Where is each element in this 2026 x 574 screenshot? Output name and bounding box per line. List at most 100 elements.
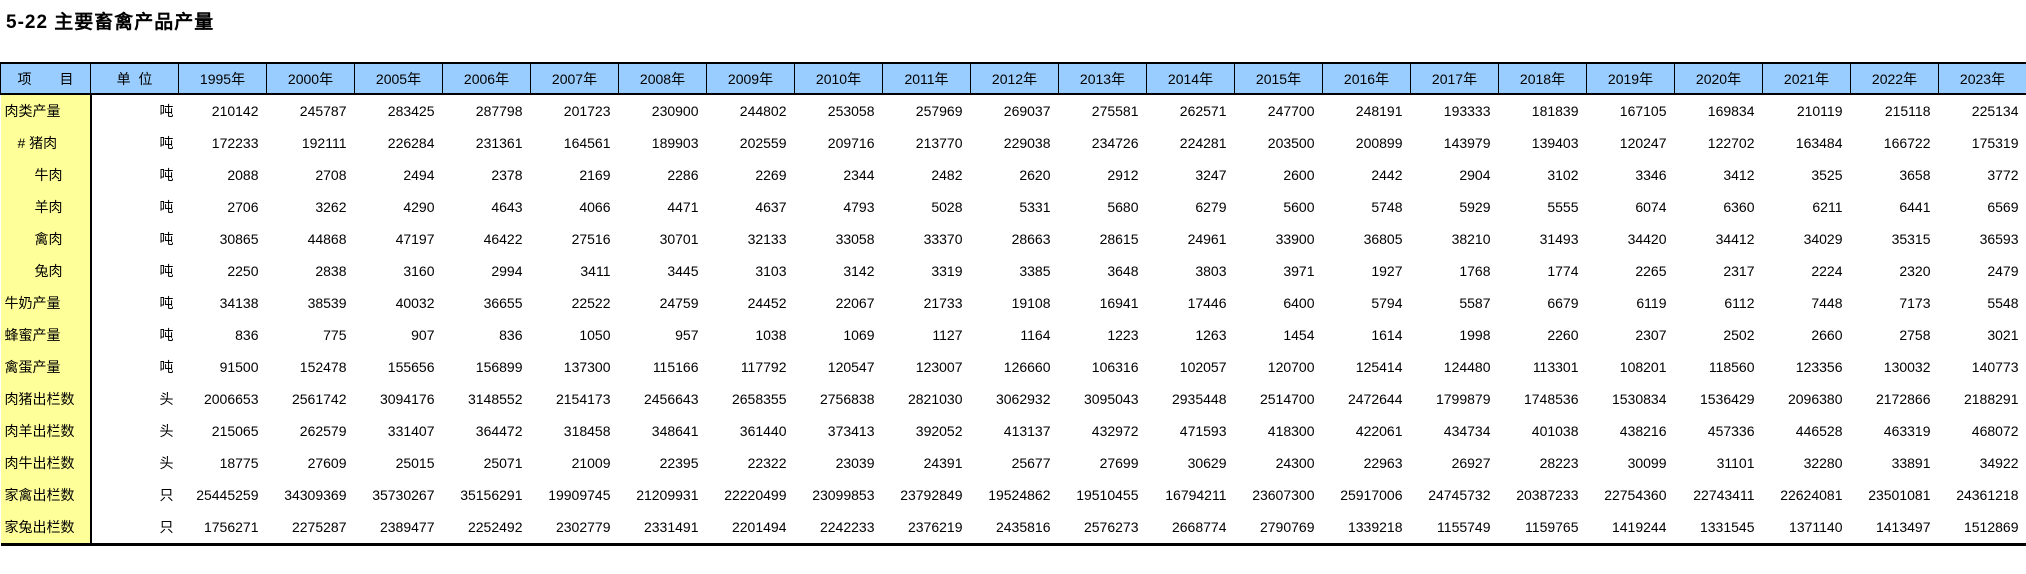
cell-value: 2472644 — [1322, 383, 1411, 415]
cell-value: 3062932 — [970, 383, 1059, 415]
cell-value: 156899 — [442, 351, 531, 383]
cell-value: 24391 — [882, 447, 971, 479]
col-header-year-2021: 2021年 — [1762, 62, 1851, 95]
row-unit: 头 — [90, 383, 179, 415]
cell-value: 5600 — [1234, 191, 1323, 223]
cell-value: 1164 — [970, 319, 1059, 351]
cell-value: 3094176 — [354, 383, 443, 415]
cell-value: 2668774 — [1146, 511, 1235, 546]
col-header-year-2015: 2015年 — [1234, 62, 1323, 95]
cell-value: 3142 — [794, 255, 883, 287]
cell-value: 106316 — [1058, 351, 1147, 383]
cell-value: 2344 — [794, 159, 883, 191]
cell-value: 6119 — [1586, 287, 1675, 319]
table-row: 肉羊出栏数头 215065 262579 331407 364472 318458 3486… — [0, 415, 2026, 447]
cell-value: 120700 — [1234, 351, 1323, 383]
table-row: 兔肉吨 2250 2838 3160 2994 3411 3445 3103 3142 3319 3… — [0, 255, 2026, 287]
cell-value: 22743411 — [1674, 479, 1763, 511]
cell-value: 193333 — [1410, 94, 1499, 127]
row-unit: 吨 — [90, 351, 179, 383]
table-row: 禽蛋产量吨 91500 152478 155656 156899 137300 115166… — [0, 351, 2026, 383]
cell-value: 2620 — [970, 159, 1059, 191]
cell-value: 3095043 — [1058, 383, 1147, 415]
row-unit: 吨 — [90, 255, 179, 287]
cell-value: 3160 — [354, 255, 443, 287]
row-unit: 吨 — [90, 94, 179, 127]
col-header-year-2012: 2012年 — [970, 62, 1059, 95]
cell-value: 2317 — [1674, 255, 1763, 287]
cell-value: 1223 — [1058, 319, 1147, 351]
row-unit: 吨 — [90, 191, 179, 223]
cell-value: 140773 — [1938, 351, 2026, 383]
cell-value: 181839 — [1498, 94, 1587, 127]
cell-value: 4637 — [706, 191, 795, 223]
table-row: # 猪肉吨 172233 192111 226284 231361 164561 18990… — [0, 127, 2026, 159]
cell-value: 25917006 — [1322, 479, 1411, 511]
cell-value: 234726 — [1058, 127, 1147, 159]
cell-value: 6211 — [1762, 191, 1851, 223]
cell-value: 24300 — [1234, 447, 1323, 479]
cell-value: 34412 — [1674, 223, 1763, 255]
cell-value: 2307 — [1586, 319, 1675, 351]
cell-value: 1748536 — [1498, 383, 1587, 415]
row-label: 牛肉 — [0, 159, 92, 191]
cell-value: 27699 — [1058, 447, 1147, 479]
cell-value: 1768 — [1410, 255, 1499, 287]
cell-value: 5331 — [970, 191, 1059, 223]
cell-value: 2935448 — [1146, 383, 1235, 415]
cell-value: 215065 — [178, 415, 267, 447]
cell-value: 224281 — [1146, 127, 1235, 159]
cell-value: 2260 — [1498, 319, 1587, 351]
cell-value: 6569 — [1938, 191, 2026, 223]
cell-value: 21009 — [530, 447, 619, 479]
cell-value: 33891 — [1850, 447, 1939, 479]
cell-value: 91500 — [178, 351, 267, 383]
cell-value: 152478 — [266, 351, 355, 383]
cell-value: 213770 — [882, 127, 971, 159]
cell-value: 226284 — [354, 127, 443, 159]
table-row: 肉猪出栏数头 2006653 2561742 3094176 3148552 215417… — [0, 383, 2026, 415]
cell-value: 3971 — [1234, 255, 1323, 287]
cell-value: 1454 — [1234, 319, 1323, 351]
cell-value: 257969 — [882, 94, 971, 127]
table-row: 蜂蜜产量吨 836 775 907 836 1050 957 1038 1069 1127 1164… — [0, 319, 2026, 351]
row-label: 兔肉 — [0, 255, 92, 287]
cell-value: 1419244 — [1586, 511, 1675, 546]
cell-value: 33370 — [882, 223, 971, 255]
col-header-year-2000: 2000年 — [266, 62, 355, 95]
cell-value: 25445259 — [178, 479, 267, 511]
cell-value: 210142 — [178, 94, 267, 127]
cell-value: 2442 — [1322, 159, 1411, 191]
cell-value: 38210 — [1410, 223, 1499, 255]
cell-value: 192111 — [266, 127, 355, 159]
cell-value: 117792 — [706, 351, 795, 383]
page-title: 5-22 主要畜禽产品产量 — [6, 12, 215, 33]
cell-value: 247700 — [1234, 94, 1323, 127]
col-header-year-1995: 1995年 — [178, 62, 267, 95]
cell-value: 32133 — [706, 223, 795, 255]
cell-value: 2154173 — [530, 383, 619, 415]
col-header-year-2007: 2007年 — [530, 62, 619, 95]
cell-value: 3803 — [1146, 255, 1235, 287]
cell-value: 2242233 — [794, 511, 883, 546]
col-header-unit: 单 位 — [90, 62, 179, 95]
cell-value: 28615 — [1058, 223, 1147, 255]
col-header-item: 项 目 — [0, 62, 91, 95]
cell-value: 175319 — [1938, 127, 2026, 159]
cell-value: 24745732 — [1410, 479, 1499, 511]
cell-value: 1127 — [882, 319, 971, 351]
cell-value: 230900 — [618, 94, 707, 127]
cell-value: 1069 — [794, 319, 883, 351]
row-unit: 吨 — [90, 287, 179, 319]
cell-value: 34922 — [1938, 447, 2026, 479]
cell-value: 3148552 — [442, 383, 531, 415]
cell-value: 2250 — [178, 255, 267, 287]
cell-value: 348641 — [618, 415, 707, 447]
cell-value: 5028 — [882, 191, 971, 223]
cell-value: 2096380 — [1762, 383, 1851, 415]
cell-value: 2658355 — [706, 383, 795, 415]
cell-value: 2006653 — [178, 383, 267, 415]
cell-value: 6679 — [1498, 287, 1587, 319]
cell-value: 23792849 — [882, 479, 971, 511]
